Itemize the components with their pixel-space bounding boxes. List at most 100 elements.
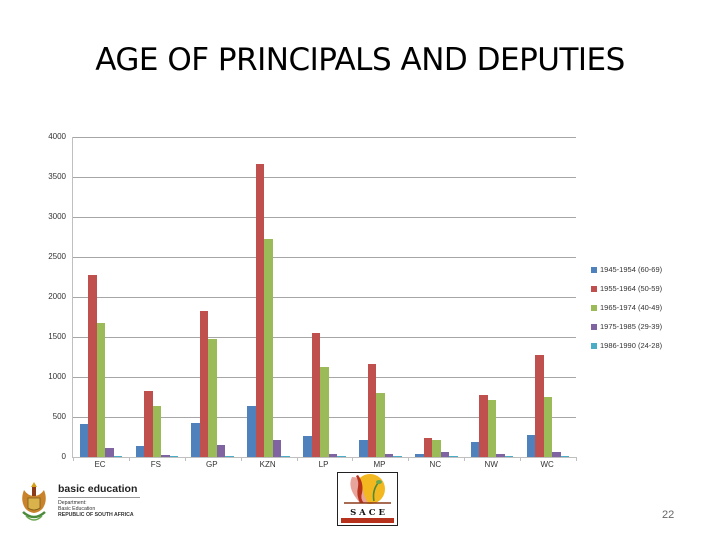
- bar-fs-series-3: [161, 455, 170, 457]
- y-tick-label: 2000: [48, 292, 66, 301]
- x-tick-label: GP: [205, 460, 218, 469]
- bar-lp-series-2: [320, 367, 329, 457]
- x-tick-label: NW: [484, 460, 498, 469]
- x-tick-mark: [240, 457, 242, 461]
- bar-nw-series-2: [487, 399, 497, 457]
- x-tick-mark: [184, 457, 186, 461]
- legend-swatch-icon: [591, 342, 597, 349]
- gridline: [73, 217, 576, 218]
- x-tick-mark: [352, 457, 354, 461]
- coat-of-arms-icon: [22, 482, 46, 521]
- bar-fs-series-4: [169, 456, 179, 457]
- bar-nc-series-0: [415, 453, 424, 457]
- x-tick-label: KZN: [259, 460, 276, 469]
- bar-gp-series-3: [216, 445, 226, 457]
- legend-swatch-icon: [591, 266, 597, 273]
- bar-wc-series-3: [552, 452, 561, 457]
- legend-item: 1986-1990 (24-28): [591, 336, 662, 355]
- bar-lp-series-0: [303, 436, 312, 457]
- legend-swatch-icon: [591, 285, 597, 292]
- bar-fs-series-1: [144, 391, 153, 457]
- bar-kzn-series-1: [255, 164, 265, 457]
- bar-kzn-series-0: [247, 405, 256, 457]
- bar-nw-series-0: [470, 441, 480, 457]
- bar-nc-series-2: [432, 439, 441, 457]
- plot-area: [72, 137, 577, 461]
- bar-lp-series-4: [337, 456, 346, 457]
- dbe-line2: Basic Education: [58, 506, 96, 512]
- legend-label: 1965-1974 (40-49): [600, 303, 663, 312]
- bar-mp-series-0: [359, 440, 368, 457]
- bar-nw-series-1: [479, 394, 488, 457]
- y-tick-label: 0: [61, 452, 66, 461]
- gridline: [73, 297, 576, 298]
- page-number: 22: [662, 509, 675, 521]
- bar-gp-series-4: [225, 456, 234, 457]
- bar-lp-series-3: [328, 453, 338, 457]
- chart-legend: 1945-1954 (60-69) 1955-1964 (50-59) 1965-1…: [591, 260, 662, 355]
- bar-kzn-series-3: [272, 440, 282, 457]
- y-tick-label: 3500: [48, 172, 66, 181]
- bar-wc-series-4: [560, 456, 570, 457]
- bar-gp-series-2: [208, 339, 217, 457]
- x-tick-label: MP: [373, 460, 386, 469]
- bar-mp-series-1: [367, 363, 377, 457]
- x-tick-mark: [73, 457, 74, 461]
- x-tick-label: NC: [429, 460, 442, 469]
- sace-logo: S A C E: [337, 472, 398, 526]
- legend-swatch-icon: [591, 323, 597, 330]
- x-tick-mark: [128, 457, 130, 461]
- bar-wc-series-2: [543, 396, 553, 457]
- legend-item: 1975-1985 (29-39): [591, 317, 662, 336]
- bar-nc-series-1: [423, 437, 433, 457]
- bar-ec-series-3: [105, 447, 114, 457]
- bar-ec-series-2: [96, 322, 106, 457]
- bar-kzn-series-2: [264, 239, 273, 457]
- bar-nc-series-3: [440, 451, 450, 457]
- bar-ec-series-0: [79, 423, 89, 457]
- dbe-logo-divider: [58, 497, 140, 498]
- y-tick-label: 2500: [48, 252, 66, 261]
- legend-swatch-icon: [591, 304, 597, 311]
- y-tick-label: 500: [52, 412, 66, 421]
- bar-gp-series-0: [191, 423, 200, 457]
- y-tick-label: 1500: [48, 332, 66, 341]
- bar-ec-series-1: [88, 274, 97, 457]
- dbe-line3: REPUBLIC OF SOUTH AFRICA: [58, 512, 134, 518]
- x-tick-mark: [408, 457, 410, 461]
- x-tick-label: WC: [540, 460, 554, 469]
- bar-nw-series-3: [496, 453, 505, 457]
- x-tick-label: FS: [150, 460, 161, 469]
- bar-nc-series-4: [449, 456, 458, 457]
- legend-label: 1955-1964 (50-59): [600, 284, 663, 293]
- x-tick-mark: [296, 457, 298, 461]
- x-tick-label: LP: [318, 460, 329, 469]
- x-tick-mark: [576, 457, 577, 461]
- legend-label: 1945-1954 (60-69): [600, 265, 663, 274]
- dbe-line1: Department:: [58, 500, 87, 506]
- legend-item: 1965-1974 (40-49): [591, 298, 662, 317]
- bar-chart: 0 500 1000 1500 2000 2500 3000 3500 4000 EC FS GP K…: [25, 125, 710, 470]
- x-tick-mark: [464, 457, 466, 461]
- bar-kzn-series-4: [281, 456, 290, 457]
- x-tick-label: EC: [94, 460, 106, 469]
- svg-text:S A C E: S A C E: [350, 508, 385, 518]
- bar-mp-series-3: [384, 453, 394, 457]
- bar-wc-series-1: [535, 354, 544, 457]
- legend-item: 1955-1964 (50-59): [591, 279, 662, 298]
- slide-title: AGE OF PRINCIPALS AND DEPUTIES: [95, 42, 625, 78]
- dbe-logo-title: basic education: [58, 483, 138, 495]
- y-tick-label: 3000: [48, 212, 66, 221]
- bar-fs-series-0: [135, 445, 145, 457]
- gridline: [73, 177, 576, 178]
- y-tick-label: 4000: [48, 132, 66, 141]
- bar-ec-series-4: [113, 456, 123, 457]
- x-tick-mark: [520, 457, 522, 461]
- gridline: [73, 137, 576, 138]
- gridline: [73, 337, 576, 338]
- bar-fs-series-2: [152, 405, 162, 457]
- gridline: [73, 257, 576, 258]
- bar-mp-series-2: [376, 393, 385, 457]
- legend-label: 1986-1990 (24-28): [600, 341, 663, 350]
- sace-emblem-icon: S A C E: [341, 474, 394, 523]
